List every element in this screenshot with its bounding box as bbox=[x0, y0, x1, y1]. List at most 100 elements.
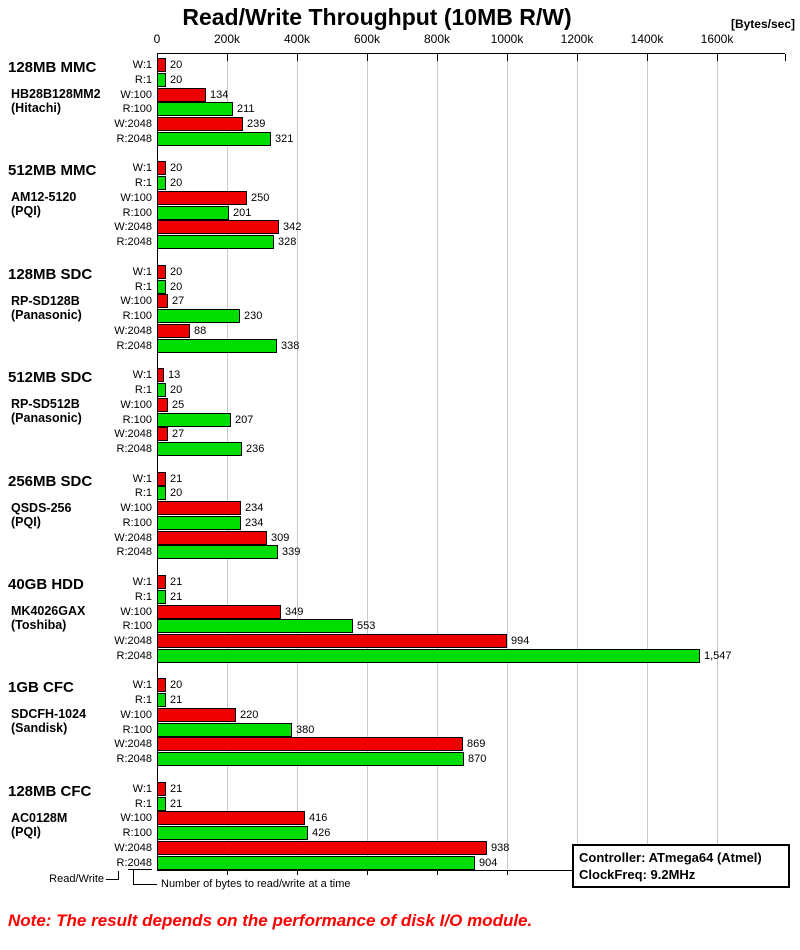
bar-read bbox=[157, 826, 308, 840]
bar-value-label: 27 bbox=[172, 428, 185, 440]
bar-write bbox=[157, 782, 166, 796]
bar-row-label: W:2048 bbox=[114, 428, 152, 440]
bar-value-label: 20 bbox=[170, 679, 183, 691]
group-model-label: RP-SD512B bbox=[11, 397, 80, 411]
bar-read bbox=[157, 102, 233, 116]
bar-write bbox=[157, 575, 166, 589]
bar-row-label: R:1 bbox=[134, 798, 152, 810]
gridline bbox=[717, 54, 718, 870]
bar-value-label: 27 bbox=[172, 295, 185, 307]
bar-value-label: 234 bbox=[245, 502, 264, 514]
axis-tick-label: 0 bbox=[153, 32, 161, 46]
bar-row-label: W:2048 bbox=[114, 738, 152, 750]
bar-row-label: R:1 bbox=[134, 177, 152, 189]
group-vendor-label: (Toshiba) bbox=[11, 618, 67, 632]
bar-value-label: 21 bbox=[170, 798, 183, 810]
clockfreq-line: ClockFreq: 9.2MHz bbox=[579, 867, 696, 882]
axis-tick-top bbox=[227, 54, 228, 61]
group-capacity-label: 128MB MMC bbox=[8, 59, 97, 76]
bar-row-label: W:2048 bbox=[114, 118, 152, 130]
axis-tick-bottom bbox=[437, 871, 438, 875]
controller-info-box: Controller: ATmega64 (Atmel) ClockFreq: … bbox=[572, 844, 790, 888]
axis-tick-top bbox=[367, 54, 368, 61]
bar-read bbox=[157, 206, 229, 220]
group-vendor-label: (PQI) bbox=[11, 825, 41, 839]
bar-value-label: 207 bbox=[235, 414, 254, 426]
bar-value-label: 21 bbox=[170, 591, 183, 603]
chart-title: Read/Write Throughput (10MB R/W) bbox=[182, 4, 572, 30]
bar-read bbox=[157, 797, 166, 811]
bar-value-label: 553 bbox=[357, 620, 376, 632]
bar-write bbox=[157, 427, 168, 441]
bar-value-label: 20 bbox=[170, 281, 183, 293]
bar-row-label: R:100 bbox=[122, 103, 152, 115]
bar-value-label: 21 bbox=[170, 576, 183, 588]
bar-write bbox=[157, 324, 190, 338]
group-vendor-label: (Panasonic) bbox=[11, 411, 82, 425]
bar-row-label: W:2048 bbox=[114, 532, 152, 544]
bar-value-label: 88 bbox=[194, 325, 207, 337]
bar-read bbox=[157, 73, 166, 87]
bar-row-label: W:1 bbox=[132, 473, 152, 485]
bar-read bbox=[157, 176, 166, 190]
bar-value-label: 339 bbox=[282, 546, 301, 558]
bar-read bbox=[157, 309, 240, 323]
bar-value-label: 230 bbox=[244, 310, 263, 322]
bar-value-label: 25 bbox=[172, 399, 185, 411]
bar-value-label: 236 bbox=[246, 443, 265, 455]
group-capacity-label: 512MB SDC bbox=[8, 369, 93, 386]
bar-write bbox=[157, 161, 166, 175]
bar-value-label: 338 bbox=[281, 340, 300, 352]
bar-row-label: W:100 bbox=[120, 89, 152, 101]
bar-row-label: W:1 bbox=[132, 679, 152, 691]
axis-unit-label: [Bytes/sec] bbox=[730, 17, 795, 31]
bar-value-label: 20 bbox=[170, 177, 183, 189]
bar-write bbox=[157, 191, 247, 205]
bar-value-label: 20 bbox=[170, 487, 183, 499]
bar-read bbox=[157, 619, 353, 633]
axis-tick-top bbox=[507, 54, 508, 61]
bar-row-label: W:100 bbox=[120, 812, 152, 824]
group-capacity-label: 512MB MMC bbox=[8, 162, 97, 179]
group-capacity-label: 128MB SDC bbox=[8, 266, 93, 283]
bar-row-label: R:1 bbox=[134, 487, 152, 499]
bar-row-label: R:2048 bbox=[116, 236, 152, 248]
group-model-label: MK4026GAX bbox=[11, 604, 86, 618]
bar-row-label: R:2048 bbox=[116, 546, 152, 558]
legend-read-write-label: Read/Write bbox=[49, 873, 104, 885]
bar-write bbox=[157, 220, 279, 234]
group-model-label: SDCFH-1024 bbox=[11, 707, 87, 721]
bar-row-label: R:100 bbox=[122, 414, 152, 426]
gridline bbox=[507, 54, 508, 870]
bar-value-label: 869 bbox=[467, 738, 486, 750]
bar-value-label: 201 bbox=[233, 207, 252, 219]
bar-value-label: 20 bbox=[170, 59, 183, 71]
bar-write bbox=[157, 88, 206, 102]
axis-tick-label: 1600k bbox=[700, 32, 734, 46]
bar-write bbox=[157, 678, 166, 692]
bar-value-label: 250 bbox=[251, 192, 270, 204]
axis-tick-top bbox=[785, 54, 786, 61]
group-model-label: RP-SD128B bbox=[11, 294, 80, 308]
axis-tick-label: 200k bbox=[213, 32, 241, 46]
bar-write bbox=[157, 501, 241, 515]
group-vendor-label: (PQI) bbox=[11, 515, 41, 529]
bar-row-label: W:1 bbox=[132, 59, 152, 71]
group-vendor-label: (PQI) bbox=[11, 204, 41, 218]
bar-row-label: W:100 bbox=[120, 606, 152, 618]
bar-value-label: 211 bbox=[237, 103, 255, 115]
bar-row-label: R:2048 bbox=[116, 340, 152, 352]
bar-value-label: 342 bbox=[283, 221, 302, 233]
bar-write bbox=[157, 368, 164, 382]
bar-read bbox=[157, 649, 700, 663]
axis-tick-label: 600k bbox=[353, 32, 381, 46]
bar-row-label: W:2048 bbox=[114, 635, 152, 647]
bar-write bbox=[157, 634, 507, 648]
group-vendor-label: (Sandisk) bbox=[11, 721, 68, 735]
bar-row-label: R:2048 bbox=[116, 650, 152, 662]
axis-tick-top bbox=[647, 54, 648, 61]
bar-row-label: W:2048 bbox=[114, 325, 152, 337]
bar-write bbox=[157, 708, 236, 722]
group-vendor-label: (Panasonic) bbox=[11, 308, 82, 322]
group-model-label: AM12-5120 bbox=[11, 190, 77, 204]
